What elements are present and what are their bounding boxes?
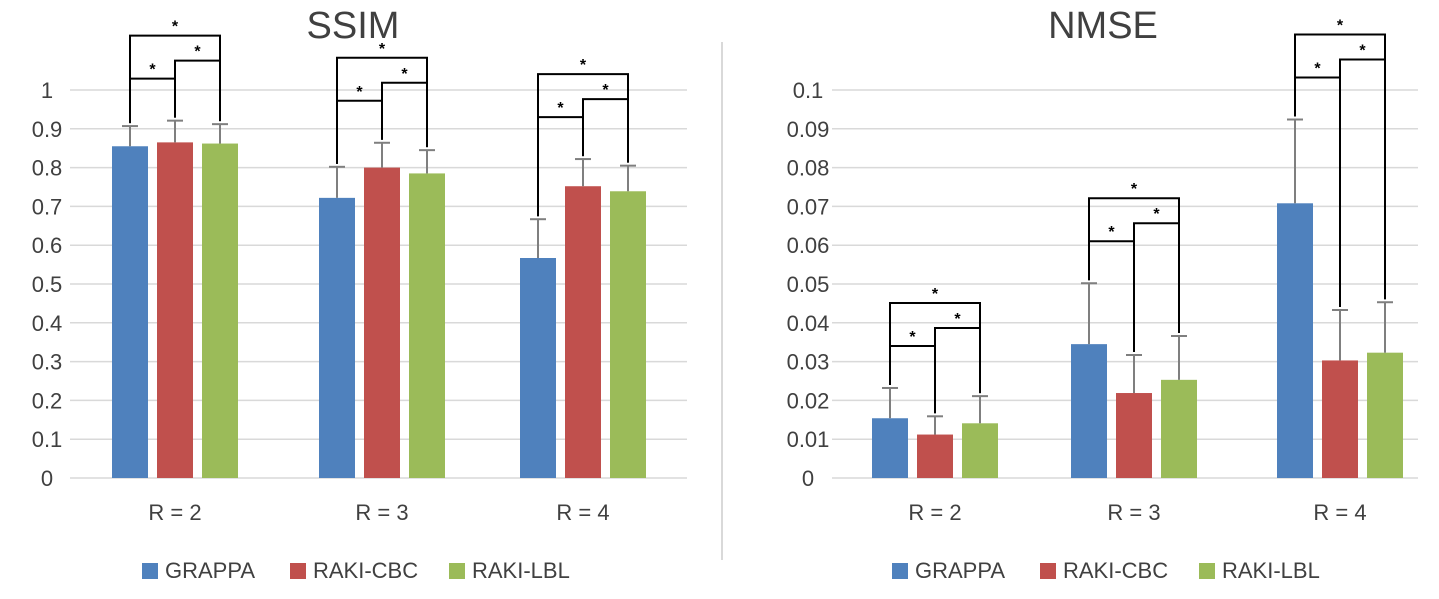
chart-panel-ssim: SSIM 0 0.1 0.2 0.3 0.4 0.5 0.6 0.7 0.8 0.9 1 R = 2 R … [32,5,687,583]
legend-swatch-grappa [892,563,908,579]
bar-raki-lbl-r-2 [962,423,998,478]
significance-marker: * [580,57,587,74]
bar-grappa-r-4 [520,258,556,478]
significance-marker: * [557,100,564,117]
y-tick-label: 0.9 [32,117,63,142]
significance-marker: * [1337,17,1344,34]
significance-marker: * [149,62,156,79]
bar-grappa-r-2 [872,418,908,478]
significance-marker: * [1153,206,1160,223]
category-label: R = 2 [908,500,961,525]
legend-swatch-raki-cbc [1040,563,1056,579]
legend-swatch-raki-cbc [290,563,306,579]
y-tick-label: 0.2 [32,388,63,413]
category-label: R = 4 [1313,500,1366,525]
significance-bracket [336,99,383,164]
significance-bracket [1088,240,1135,353]
significance-marker: * [379,41,386,58]
significance-marker: * [194,44,201,61]
legend-label-raki-lbl: RAKI-LBL [1222,558,1320,583]
significance-bracket [1133,222,1180,353]
significance-bracket [537,73,629,217]
bar-raki-lbl-r-4 [1367,352,1403,478]
y-tick-label: 0.8 [32,156,63,181]
legend-label-raki-cbc: RAKI-CBC [313,558,418,583]
category-label: R = 3 [355,500,408,525]
legend-label-raki-lbl: RAKI-LBL [472,558,570,583]
y-tick-label: 0.1 [32,427,63,452]
significance-marker: * [932,286,939,303]
significance-marker: * [401,66,408,83]
bar-raki-cbc-r-3 [364,167,400,478]
bar-raki-lbl-r-2 [202,143,238,478]
legend-swatch-raki-lbl [1199,563,1215,579]
significance-marker: * [1359,42,1366,59]
bar-raki-cbc-r-3 [1116,393,1152,478]
y-tick-label: 0.02 [787,388,830,413]
legend-swatch-raki-lbl [449,563,465,579]
significance-marker: * [172,19,179,36]
significance-marker: * [1314,60,1321,77]
significance-bracket [129,34,221,124]
bar-grappa-r-3 [319,197,355,478]
y-tick-label: 0.3 [32,350,63,375]
bar-raki-lbl-r-3 [409,173,445,479]
y-tick-label: 0.08 [787,156,830,181]
y-tick-label: 0.01 [787,427,830,452]
significance-bracket [1294,33,1386,300]
significance-bracket [582,98,629,163]
bar-raki-cbc-r-4 [565,186,601,478]
category-label: R = 2 [148,500,201,525]
y-tick-label: 0.06 [787,233,830,258]
significance-marker: * [909,329,916,346]
significance-bracket [129,77,176,124]
chart-title: NMSE [1048,5,1158,47]
legend-label-grappa: GRAPPA [165,558,255,583]
bar-grappa-r-4 [1277,203,1313,478]
legend-label-raki-cbc: RAKI-CBC [1063,558,1168,583]
y-tick-label: 0.04 [787,311,830,336]
y-tick-label: 0.07 [787,194,830,219]
significance-marker: * [954,311,961,328]
significance-marker: * [356,84,363,101]
y-tick-label: 1 [41,78,53,103]
significance-marker: * [1131,181,1138,198]
significance-bracket [1088,197,1180,333]
chart-title: SSIM [307,5,400,47]
significance-bracket [889,344,936,414]
bar-grappa-r-2 [112,146,148,478]
significance-bracket [381,81,428,148]
significance-bracket [174,59,221,122]
significance-bracket [1339,58,1386,307]
bar-raki-lbl-r-3 [1161,379,1197,478]
bar-raki-cbc-r-4 [1322,360,1358,478]
significance-marker: * [602,82,609,99]
category-label: R = 3 [1107,500,1160,525]
y-tick-label: 0.4 [32,311,63,336]
bar-raki-lbl-r-4 [610,191,646,478]
bar-raki-cbc-r-2 [157,142,193,478]
chart-panel-nmse: NMSE 0 0.01 0.02 0.03 0.04 0.05 0.06 0.07 0.08 0.0… [787,5,1418,583]
legend-label-grappa: GRAPPA [915,558,1005,583]
category-label: R = 4 [556,500,609,525]
y-tick-label: 0.05 [787,272,830,297]
y-tick-label: 0.03 [787,350,830,375]
y-tick-label: 0.6 [32,233,63,258]
y-tick-label: 0.7 [32,194,63,219]
bar-raki-cbc-r-2 [917,434,953,478]
y-tick-label: 0 [41,466,53,491]
legend-swatch-grappa [142,563,158,579]
bar-grappa-r-3 [1071,344,1107,478]
y-tick-label: 0.5 [32,272,63,297]
significance-bracket [889,301,981,394]
y-tick-label: 0 [802,466,814,491]
significance-bracket [336,56,428,164]
y-tick-label: 0.1 [793,78,824,103]
y-tick-label: 0.09 [787,117,830,142]
significance-marker: * [1108,224,1115,241]
